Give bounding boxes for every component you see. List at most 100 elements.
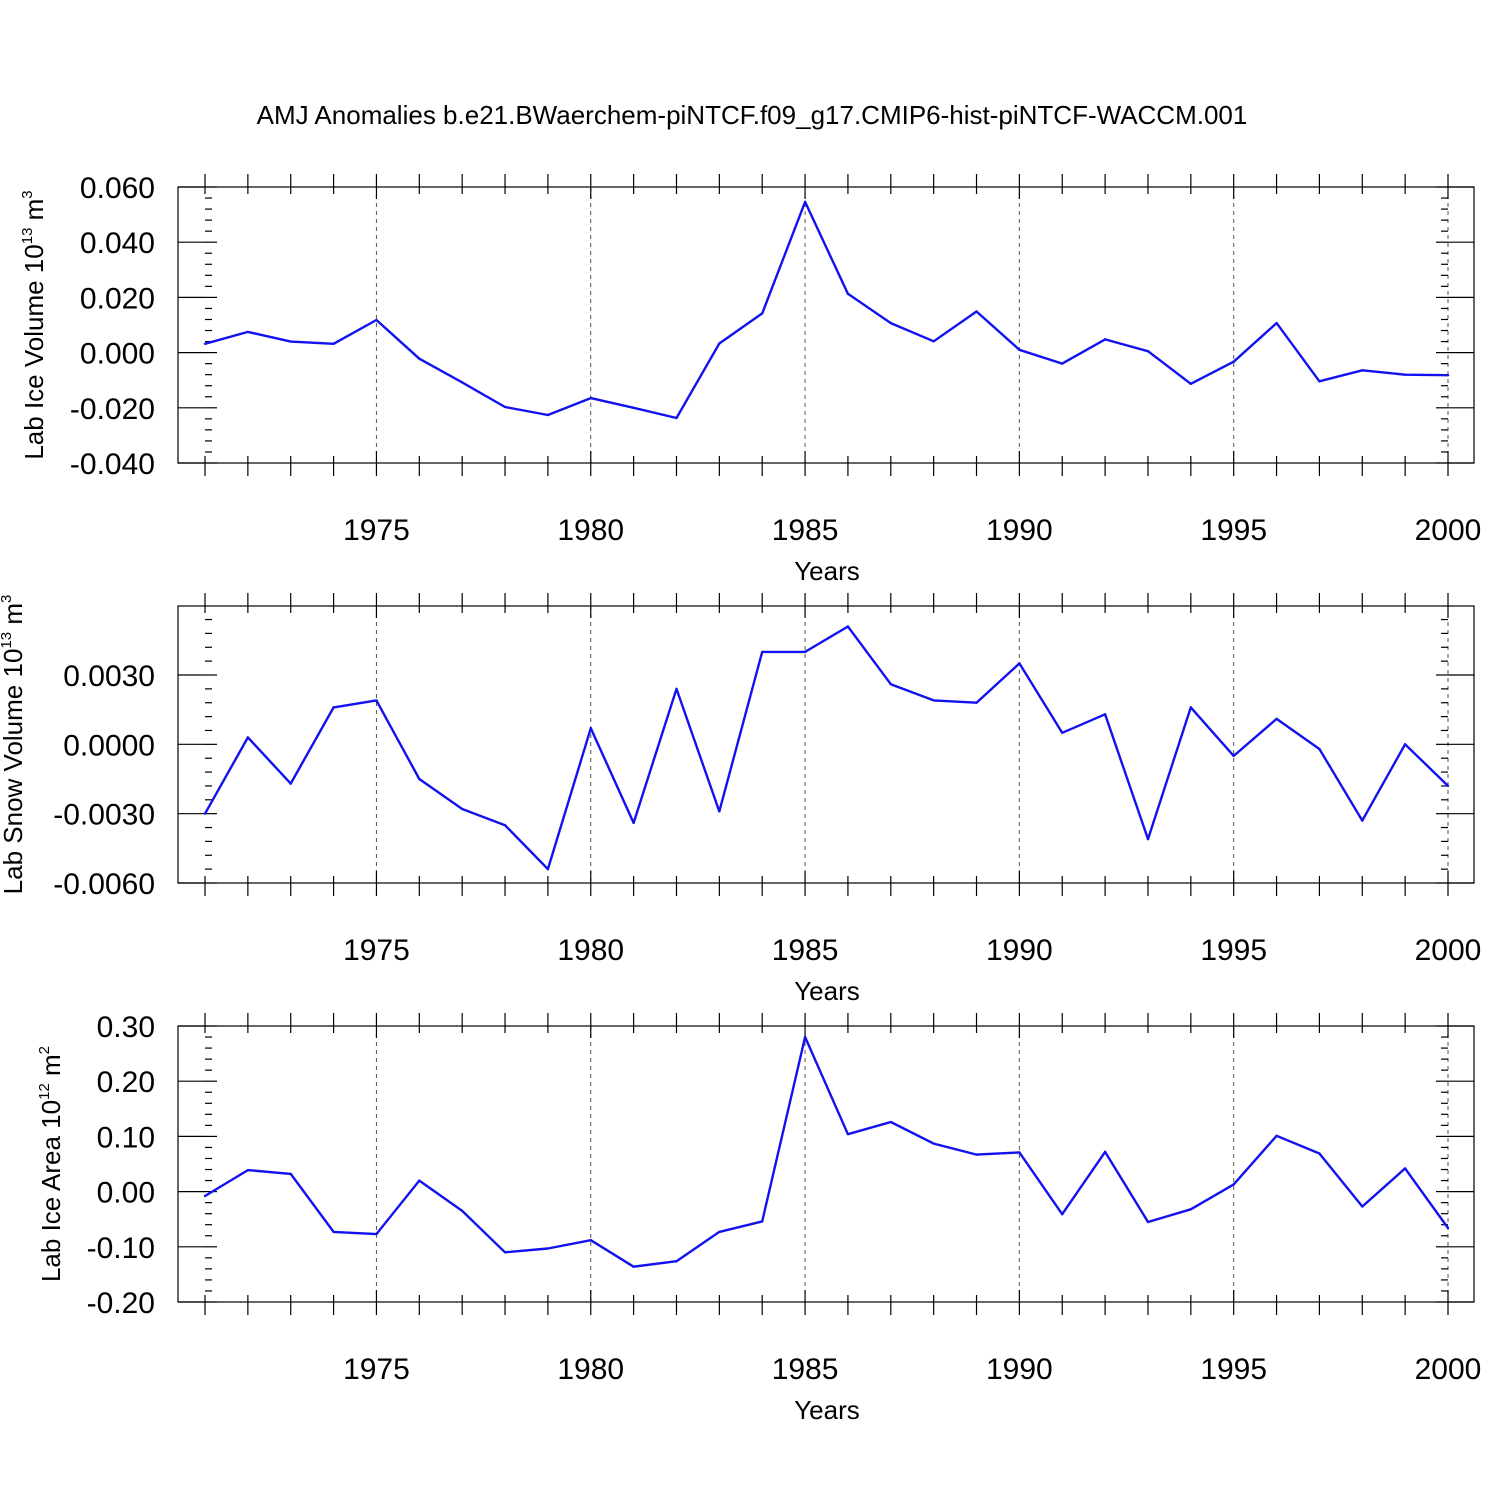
data-point xyxy=(546,413,550,417)
data-point xyxy=(975,310,978,313)
data-point xyxy=(1361,1205,1364,1208)
data-point xyxy=(1232,360,1235,363)
data-point xyxy=(846,1132,850,1136)
panels: 1975 1980 1985 1990 1995 2000 -0.040 -0.020 0.00… xyxy=(0,172,1481,1425)
data-point xyxy=(975,1153,978,1156)
data-point xyxy=(718,1230,721,1234)
data-point xyxy=(675,687,678,691)
data-point xyxy=(932,340,935,343)
data-point xyxy=(718,810,721,813)
data-point xyxy=(1275,717,1278,721)
data-point xyxy=(332,1230,335,1234)
data-point xyxy=(375,699,378,702)
data-point xyxy=(889,321,892,325)
data-point xyxy=(1446,374,1450,377)
x-tick-label: 1990 xyxy=(986,934,1053,967)
x-axis-label: Years xyxy=(794,1395,860,1425)
y-axis-label: Lab Snow Volume 1013 m3 xyxy=(0,595,28,895)
data-point xyxy=(932,1142,935,1145)
data-point xyxy=(203,1194,207,1198)
data-point xyxy=(632,406,635,409)
x-tick-label: 1975 xyxy=(343,514,410,547)
data-point xyxy=(418,1179,421,1182)
y-axis-label: Lab Ice Volume 1013 m3 xyxy=(19,190,49,459)
data-point xyxy=(1061,731,1064,734)
data-point xyxy=(1018,348,1021,352)
x-tick-label: 1995 xyxy=(1200,1353,1267,1386)
y-tick-label: 0.0000 xyxy=(63,729,155,762)
x-tick-label: 1975 xyxy=(343,934,410,967)
y-tick-label: 0.060 xyxy=(80,172,155,205)
x-tick-label: 2000 xyxy=(1415,1353,1482,1386)
data-point xyxy=(503,1251,507,1254)
y-tick-label: 0.30 xyxy=(97,1011,155,1044)
data-point xyxy=(846,292,850,296)
data-point xyxy=(460,381,464,384)
data-point xyxy=(375,318,378,322)
plot-frame xyxy=(177,1025,1475,1303)
data-point xyxy=(1061,1213,1064,1216)
data-point xyxy=(460,1209,464,1213)
data-point xyxy=(589,396,592,400)
x-tick-label: 1990 xyxy=(986,514,1053,547)
data-point xyxy=(803,200,807,204)
y-tick-label: -0.040 xyxy=(70,448,155,481)
figure-title: AMJ Anomalies b.e21.BWaerchem-piNTCF.f09… xyxy=(257,100,1248,130)
data-point xyxy=(1403,1167,1407,1170)
y-tick-label: 0.20 xyxy=(97,1066,155,1099)
data-point xyxy=(1318,747,1321,751)
plot-frame xyxy=(177,605,1475,884)
data-point xyxy=(460,807,464,811)
data-point xyxy=(1275,1134,1278,1138)
data-point xyxy=(246,330,250,334)
data-point xyxy=(1446,1226,1450,1230)
x-tick-label: 1995 xyxy=(1200,934,1267,967)
data-point xyxy=(1275,321,1278,325)
data-point xyxy=(546,1247,550,1250)
data-point xyxy=(1232,754,1235,758)
data-point xyxy=(203,812,207,815)
data-point xyxy=(589,1238,592,1242)
data-point xyxy=(1318,380,1321,383)
data-point xyxy=(418,777,421,781)
x-tick-label: 1990 xyxy=(986,1353,1053,1386)
y-tick-label: 0.0030 xyxy=(63,660,155,693)
x-axis-label: Years xyxy=(794,976,860,1006)
data-point xyxy=(332,342,335,345)
data-point xyxy=(332,706,335,709)
data-point xyxy=(246,1168,250,1172)
y-tick-label: 0.10 xyxy=(97,1121,155,1154)
data-point xyxy=(418,357,421,360)
data-point xyxy=(289,340,292,343)
data-point xyxy=(1361,819,1364,822)
y-tick-label: -0.020 xyxy=(70,393,155,426)
data-point xyxy=(1232,1183,1235,1186)
data-point xyxy=(761,650,764,654)
x-tick-label: 1980 xyxy=(557,934,624,967)
y-tick-label: 0.000 xyxy=(80,338,155,371)
data-point xyxy=(503,405,507,409)
data-point xyxy=(246,736,250,739)
x-tick-label: 2000 xyxy=(1415,934,1482,967)
data-point xyxy=(203,342,207,345)
data-point xyxy=(1018,1151,1021,1154)
x-tick-label: 1980 xyxy=(557,514,624,547)
series-line xyxy=(204,1035,1449,1268)
y-tick-label: -0.10 xyxy=(87,1232,155,1265)
data-point xyxy=(803,650,807,654)
data-point xyxy=(846,625,850,628)
series-line xyxy=(204,200,1449,420)
data-point xyxy=(675,416,678,420)
x-tick-label: 1985 xyxy=(772,514,839,547)
data-point xyxy=(632,821,635,825)
data-point xyxy=(503,824,507,827)
data-point xyxy=(1103,1150,1107,1154)
data-point xyxy=(675,1259,678,1263)
data-point xyxy=(632,1265,635,1268)
plot-frame xyxy=(177,186,1475,464)
data-point xyxy=(803,1035,807,1039)
data-point xyxy=(1189,1208,1193,1211)
y-tick-label: 0.00 xyxy=(97,1177,155,1210)
x-tick-label: 1995 xyxy=(1200,514,1267,547)
